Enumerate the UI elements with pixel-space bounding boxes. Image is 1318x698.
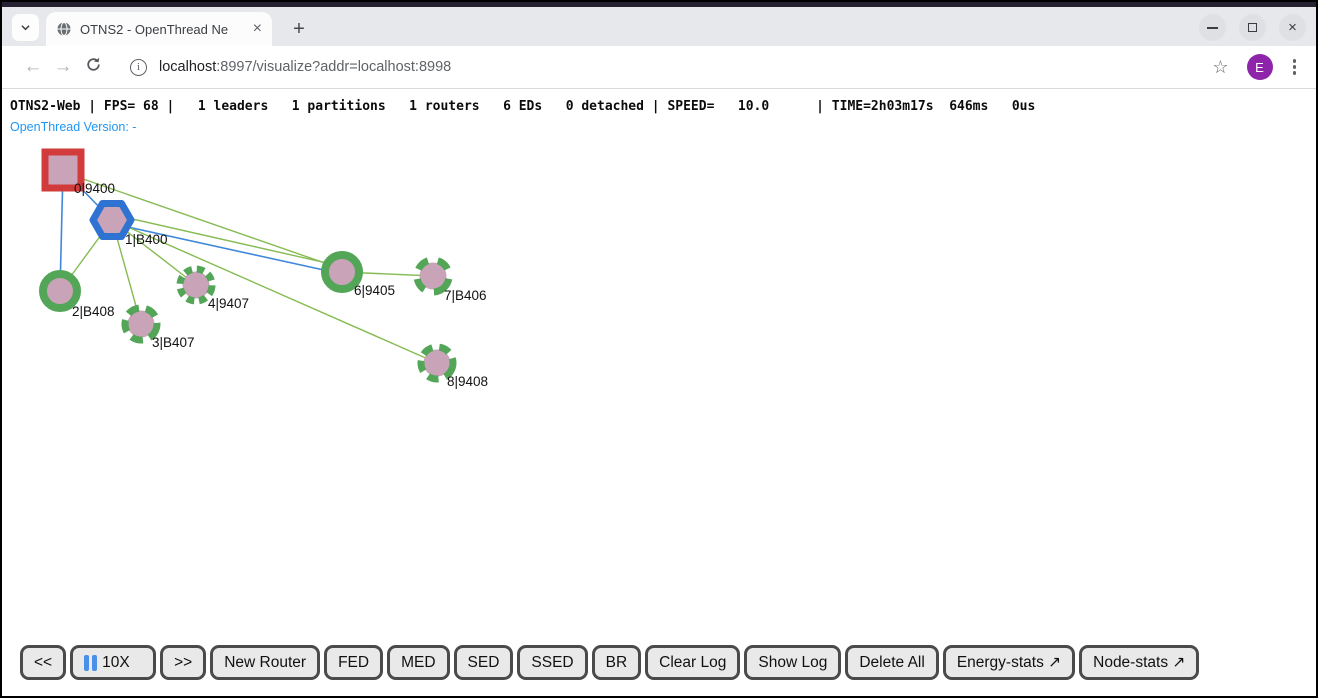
tab-title: OTNS2 - OpenThread Ne <box>80 21 229 37</box>
browser-menu-icon[interactable] <box>1289 55 1301 79</box>
browser-toolbar: ← → i localhost:8997/visualize?addr=loca… <box>2 46 1316 89</box>
node-stats-button[interactable]: Node-stats ↗ <box>1079 645 1200 680</box>
address-bar[interactable]: localhost:8997/visualize?addr=localhost:… <box>159 59 1212 75</box>
br-button[interactable]: BR <box>591 645 642 680</box>
minimize-icon <box>1207 26 1218 29</box>
delete-all-button[interactable]: Delete All <box>845 645 939 680</box>
node-1[interactable] <box>89 200 135 240</box>
new-tab-button[interactable]: + <box>293 17 305 40</box>
node-4[interactable] <box>176 265 216 305</box>
action-toolbar: << 10X >> New Router FED MED SED SSED BR… <box>20 645 1200 680</box>
tab-favicon-globe-icon <box>57 22 71 36</box>
speed-down-button[interactable]: << <box>20 645 67 680</box>
tab-strip: OTNS2 - OpenThread Ne × + × <box>2 2 1316 46</box>
speed-label: 10X <box>102 653 130 671</box>
reload-icon[interactable] <box>78 56 108 79</box>
maximize-button[interactable] <box>1239 14 1266 41</box>
node-label-4: 4|9407 <box>208 296 249 311</box>
node-label-7: 7|B406 <box>444 288 487 303</box>
node-label-1: 1|B400 <box>125 232 168 247</box>
fed-button[interactable]: FED <box>324 645 384 680</box>
new-router-button[interactable]: New Router <box>210 645 321 680</box>
node-0[interactable] <box>41 148 85 192</box>
sed-button[interactable]: SED <box>453 645 514 680</box>
node-8[interactable] <box>416 342 457 383</box>
edge-1-6 <box>113 223 343 275</box>
energy-stats-button[interactable]: Energy-stats ↗ <box>942 645 1076 680</box>
node-label-2: 2|B408 <box>72 304 115 319</box>
bookmark-star-icon[interactable]: ☆ <box>1212 56 1229 77</box>
node-label-3: 3|B407 <box>152 335 195 350</box>
window-controls: × <box>1199 14 1306 41</box>
clear-log-button[interactable]: Clear Log <box>645 645 741 680</box>
pause-icon <box>84 654 98 671</box>
med-button[interactable]: MED <box>387 645 450 680</box>
close-icon: × <box>1288 19 1297 36</box>
node-6[interactable] <box>321 251 363 293</box>
tab-close-icon[interactable]: × <box>252 20 262 37</box>
pause-speed-button[interactable]: 10X <box>70 645 157 680</box>
url-path: :8997/visualize?addr=localhost:8998 <box>216 59 452 75</box>
forward-icon[interactable]: → <box>53 56 73 77</box>
tab-search-button[interactable] <box>12 14 39 41</box>
show-log-button[interactable]: Show Log <box>744 645 842 680</box>
reload-glyph-icon <box>86 57 100 71</box>
back-icon[interactable]: ← <box>23 56 43 77</box>
close-button[interactable]: × <box>1279 14 1306 41</box>
maximize-icon <box>1248 23 1257 32</box>
node-7[interactable] <box>410 253 455 298</box>
node-label-6: 6|9405 <box>354 283 395 298</box>
node-2[interactable] <box>39 270 81 312</box>
otns-page: OTNS2-Web | FPS= 68 | 1 leaders 1 partit… <box>2 89 1316 691</box>
minimize-button[interactable] <box>1199 14 1226 41</box>
profile-avatar[interactable]: E <box>1246 54 1273 80</box>
ssed-button[interactable]: SSED <box>517 645 588 680</box>
openthread-version-link[interactable]: OpenThread Version: - <box>10 120 137 134</box>
speed-up-button[interactable]: >> <box>160 645 207 680</box>
simulation-status-bar: OTNS2-Web | FPS= 68 | 1 leaders 1 partit… <box>10 99 1036 114</box>
node-3[interactable] <box>121 304 161 344</box>
site-info-icon[interactable]: i <box>130 58 147 76</box>
tab-otns2[interactable]: OTNS2 - OpenThread Ne × <box>46 12 272 46</box>
chevron-down-icon <box>21 25 30 31</box>
edge-1-6 <box>114 214 341 267</box>
url-host: localhost <box>159 59 217 75</box>
edge-1-8 <box>111 219 438 364</box>
node-label-8: 8|9408 <box>447 374 488 389</box>
